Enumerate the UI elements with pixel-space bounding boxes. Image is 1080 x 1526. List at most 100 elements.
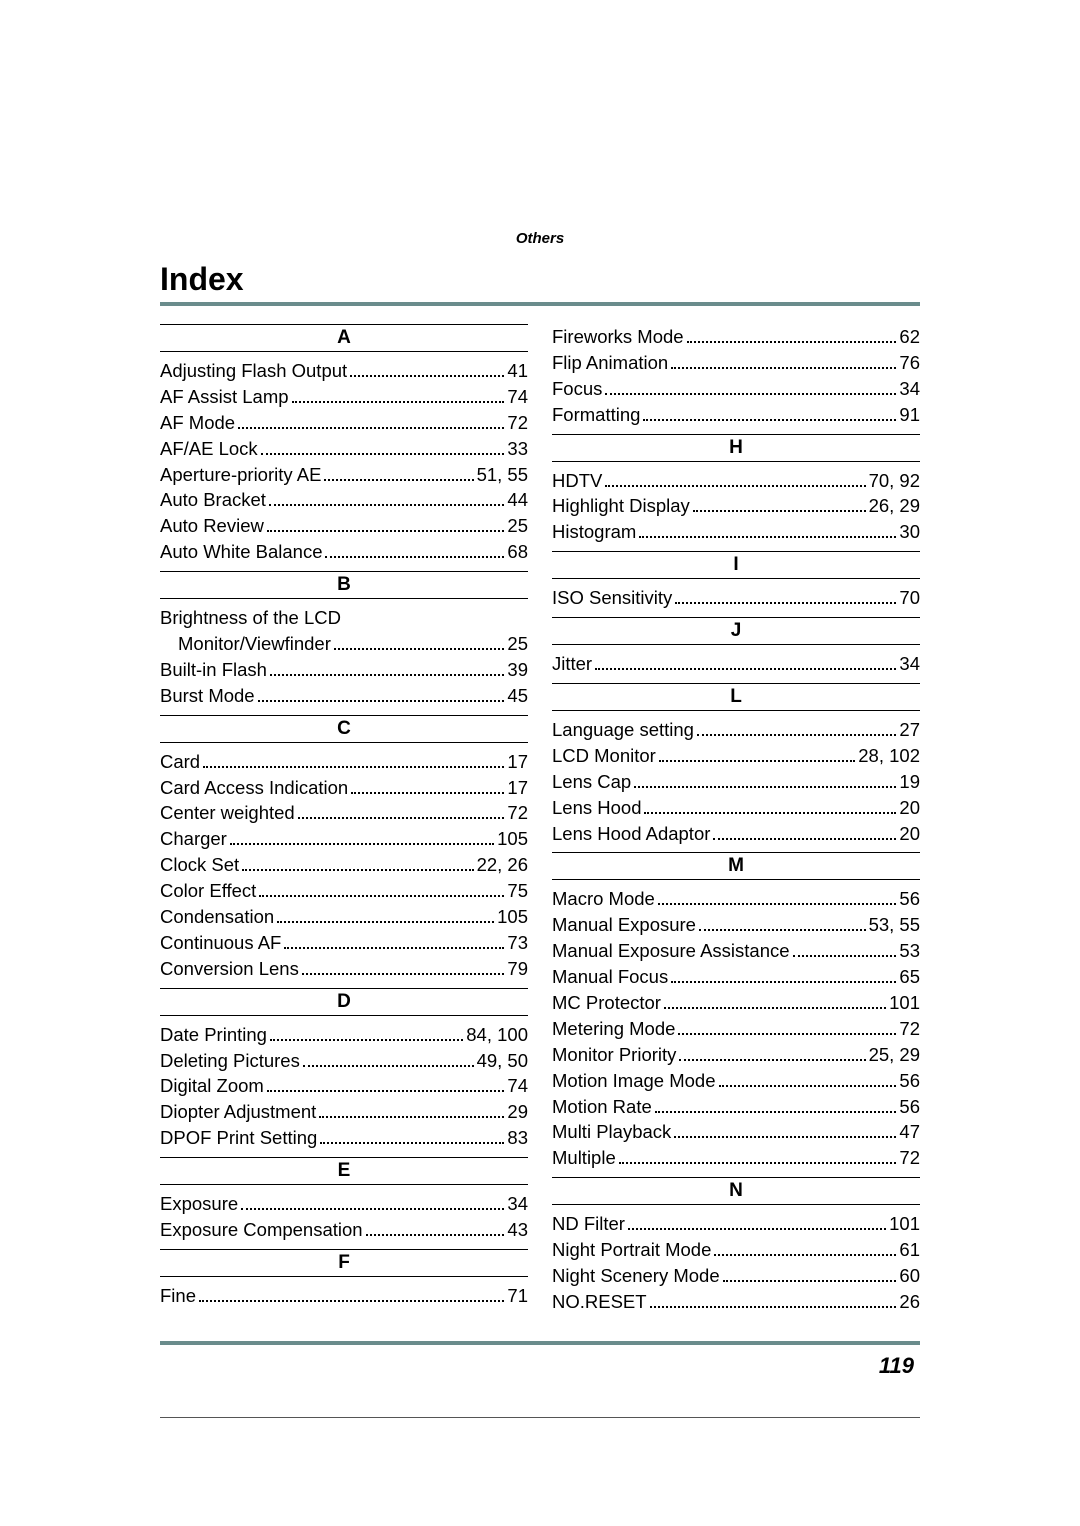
index-entry: Exposure Compensation43 xyxy=(160,1217,528,1243)
entry-label: Conversion Lens xyxy=(160,956,299,982)
entry-label: Brightness of the LCD xyxy=(160,605,341,631)
entry-pages: 25 xyxy=(507,631,528,657)
letter-header: I xyxy=(552,551,920,579)
entry-label: Fine xyxy=(160,1283,196,1309)
entry-pages: 105 xyxy=(497,826,528,852)
entry-pages: 22, 26 xyxy=(477,852,528,878)
index-entry: Deleting Pictures 49, 50 xyxy=(160,1048,528,1074)
letter-header: E xyxy=(160,1157,528,1185)
dot-leader xyxy=(366,1234,505,1236)
entry-label: Deleting Pictures xyxy=(160,1048,300,1074)
index-entry: Focus34 xyxy=(552,376,920,402)
index-entry: Continuous AF73 xyxy=(160,930,528,956)
index-entry: Color Effect75 xyxy=(160,878,528,904)
dot-leader xyxy=(678,1033,896,1035)
entry-pages: 20 xyxy=(899,795,920,821)
entry-label: Auto Bracket xyxy=(160,487,266,513)
dot-leader xyxy=(269,504,505,506)
entry-label: LCD Monitor xyxy=(552,743,656,769)
entry-label: Exposure Compensation xyxy=(160,1217,363,1243)
entry-label: Night Scenery Mode xyxy=(552,1263,720,1289)
index-entry: Card Access Indication 17 xyxy=(160,775,528,801)
entry-pages: 34 xyxy=(899,376,920,402)
entry-pages: 56 xyxy=(899,1094,920,1120)
index-entry: Diopter Adjustment29 xyxy=(160,1099,528,1125)
letter-header: N xyxy=(552,1177,920,1205)
entry-pages: 72 xyxy=(507,410,528,436)
letter-header: F xyxy=(160,1249,528,1277)
entry-pages: 71 xyxy=(507,1283,528,1309)
entry-pages: 45 xyxy=(507,683,528,709)
entry-pages: 60 xyxy=(899,1263,920,1289)
entry-pages: 76 xyxy=(899,350,920,376)
entry-label: Manual Exposure Assistance xyxy=(552,938,790,964)
entry-label: Date Printing xyxy=(160,1022,267,1048)
dot-leader xyxy=(298,817,505,819)
entry-label: Macro Mode xyxy=(552,886,655,912)
index-entry: Fireworks Mode62 xyxy=(552,324,920,350)
letter-header: J xyxy=(552,617,920,645)
index-entry: Motion Image Mode 56 xyxy=(552,1068,920,1094)
entry-pages: 20 xyxy=(899,821,920,847)
index-entry: Date Printing84, 100 xyxy=(160,1022,528,1048)
index-entry: Built-in Flash 39 xyxy=(160,657,528,683)
index-entry: Highlight Display26, 29 xyxy=(552,493,920,519)
index-entry: Manual Focus65 xyxy=(552,964,920,990)
index-entry: Language setting27 xyxy=(552,717,920,743)
index-entry: Macro Mode56 xyxy=(552,886,920,912)
page-number: 119 xyxy=(879,1353,920,1378)
letter-header: M xyxy=(552,852,920,880)
entry-label: Digital Zoom xyxy=(160,1073,264,1099)
dot-leader xyxy=(351,792,504,794)
index-entry: Metering Mode 72 xyxy=(552,1016,920,1042)
dot-leader xyxy=(199,1300,504,1302)
entry-pages: 47 xyxy=(899,1119,920,1145)
entry-label: Multi Playback xyxy=(552,1119,671,1145)
entry-pages: 17 xyxy=(507,775,528,801)
index-entry: Auto Review25 xyxy=(160,513,528,539)
dot-leader xyxy=(639,536,896,538)
index-entry: AF/AE Lock33 xyxy=(160,436,528,462)
letter-header: B xyxy=(160,571,528,599)
entry-label: Monitor Priority xyxy=(552,1042,676,1068)
dot-leader xyxy=(324,479,473,481)
entry-label: Monitor/Viewfinder xyxy=(178,631,331,657)
dot-leader xyxy=(241,1208,504,1210)
index-entry: Monitor/Viewfinder 25 xyxy=(160,631,528,657)
letter-header: L xyxy=(552,683,920,711)
entry-pages: 105 xyxy=(497,904,528,930)
entry-label: Manual Exposure xyxy=(552,912,696,938)
dot-leader xyxy=(793,955,897,957)
entry-label: Auto Review xyxy=(160,513,264,539)
entry-pages: 26 xyxy=(899,1289,920,1315)
entry-label: Built-in Flash xyxy=(160,657,267,683)
dot-leader xyxy=(350,375,504,377)
index-entry: ND Filter101 xyxy=(552,1211,920,1237)
dot-leader xyxy=(664,1007,886,1009)
dot-leader xyxy=(303,1065,474,1067)
entry-label: Metering Mode xyxy=(552,1016,675,1042)
entry-pages: 68 xyxy=(507,539,528,565)
footer-rule: 119 xyxy=(160,1341,920,1379)
index-entry: LCD Monitor28, 102 xyxy=(552,743,920,769)
entry-pages: 56 xyxy=(899,1068,920,1094)
entry-pages: 30 xyxy=(899,519,920,545)
index-entry: Motion Rate56 xyxy=(552,1094,920,1120)
index-entry: Histogram30 xyxy=(552,519,920,545)
entry-pages: 72 xyxy=(899,1016,920,1042)
entry-label: Adjusting Flash Output xyxy=(160,358,347,384)
dot-leader xyxy=(242,869,473,871)
entry-pages: 39 xyxy=(507,657,528,683)
dot-leader xyxy=(267,530,505,532)
dot-leader xyxy=(230,843,494,845)
entry-label: Night Portrait Mode xyxy=(552,1237,711,1263)
index-entry: Manual Exposure Assistance53 xyxy=(552,938,920,964)
dot-leader xyxy=(325,556,504,558)
dot-leader xyxy=(671,367,896,369)
entry-label: Motion Image Mode xyxy=(552,1068,716,1094)
index-entry: Burst Mode45 xyxy=(160,683,528,709)
entry-label: Card Access Indication xyxy=(160,775,348,801)
entry-pages: 49, 50 xyxy=(477,1048,528,1074)
entry-label: AF Assist Lamp xyxy=(160,384,289,410)
dot-leader xyxy=(605,485,865,487)
